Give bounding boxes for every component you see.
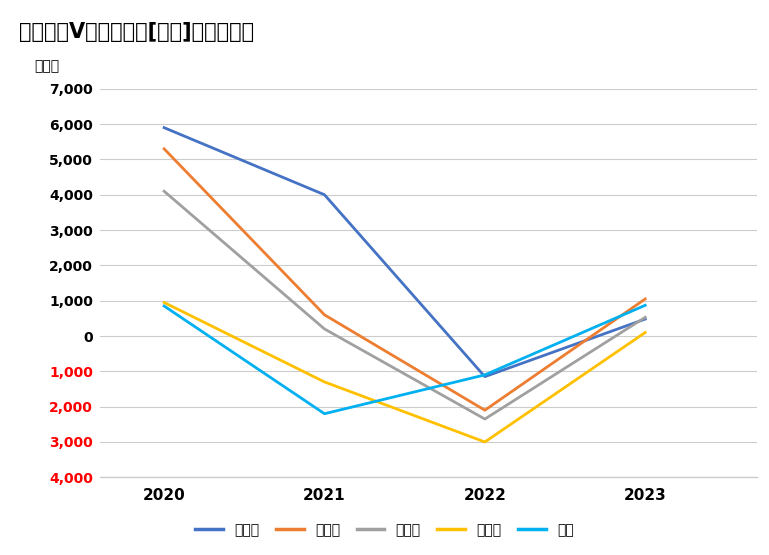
港区 xyxy=(641,302,650,309)
杉並区 xyxy=(159,188,168,195)
品川区 xyxy=(480,374,489,380)
目黒区 xyxy=(641,329,650,336)
Text: グラフがV型の自治体[国内]・関東地方: グラフがV型の自治体[国内]・関東地方 xyxy=(19,22,254,43)
港区 xyxy=(480,371,489,378)
目黒区 xyxy=(159,299,168,306)
Line: 大田区: 大田区 xyxy=(164,149,645,410)
品川区 xyxy=(159,124,168,131)
杉並区 xyxy=(641,314,650,321)
目黒区 xyxy=(320,379,329,385)
大田区 xyxy=(641,296,650,302)
Line: 港区: 港区 xyxy=(164,305,645,413)
Line: 品川区: 品川区 xyxy=(164,128,645,377)
港区 xyxy=(159,302,168,309)
品川区 xyxy=(641,316,650,322)
大田区 xyxy=(159,145,168,152)
大田区 xyxy=(480,407,489,413)
品川区 xyxy=(320,191,329,198)
大田区 xyxy=(320,311,329,318)
杉並区 xyxy=(320,326,329,332)
杉並区 xyxy=(480,416,489,422)
Line: 杉並区: 杉並区 xyxy=(164,191,645,419)
Line: 目黒区: 目黒区 xyxy=(164,302,645,442)
Legend: 品川区, 大田区, 杉並区, 目黒区, 港区: 品川区, 大田区, 杉並区, 目黒区, 港区 xyxy=(190,517,579,543)
Text: （人）: （人） xyxy=(35,59,59,73)
港区 xyxy=(320,410,329,417)
目黒区 xyxy=(480,438,489,445)
